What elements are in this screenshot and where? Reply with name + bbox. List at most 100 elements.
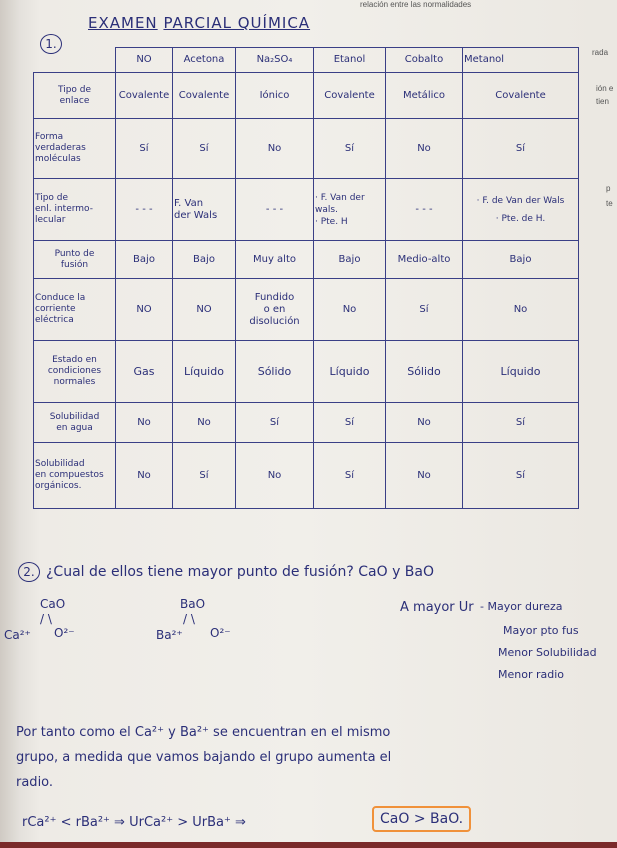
table-cell: No <box>172 402 236 443</box>
row-header: Tipo de enlace <box>33 72 116 119</box>
table-cell: Bajo <box>313 240 386 279</box>
table-cell: Iónico <box>235 72 314 119</box>
table-cell: Bajo <box>462 240 579 279</box>
question-2-number: 2. <box>18 562 40 582</box>
cao-anion: O²⁻ <box>54 626 75 640</box>
table-cell: F. Van der Wals <box>172 178 236 241</box>
table-cell: - - - <box>235 178 314 241</box>
table-cell: Sólido <box>235 340 314 403</box>
title-part1: EXAMEN <box>88 14 158 32</box>
table-row: Punto de fusión Bajo Bajo Muy alto Bajo Medi… <box>33 240 579 279</box>
table-cell: Sí <box>235 402 314 443</box>
paragraph-line: grupo, a medida que vamos bajando el gru… <box>16 750 392 765</box>
row-header: Tipo de enl. intermo- lecular <box>33 178 116 241</box>
bao-split-lines: / \ <box>183 612 195 626</box>
question-2-text: ¿Cual de ellos tiene mayor punto de fusi… <box>46 564 435 580</box>
note-item: Mayor pto fus <box>503 624 579 637</box>
column-header: Na₂SO₄ <box>235 47 314 73</box>
table-cell: Bajo <box>115 240 173 279</box>
table-cell: Sí <box>313 402 386 443</box>
note-item: Menor radio <box>498 668 565 681</box>
table-cell: Sí <box>462 118 579 179</box>
table-cell: No <box>235 442 314 509</box>
margin-fragment: te <box>606 199 613 208</box>
table-cell: No <box>115 442 173 509</box>
table-row: Tipo de enlace Covalente Covalente Iónico C… <box>33 72 579 119</box>
answer-box: CaO > BaO. <box>372 806 472 832</box>
cao-formula: CaO <box>40 597 66 611</box>
row-header: Punto de fusión <box>33 240 116 279</box>
table-cell: NO <box>115 278 173 341</box>
equation: rCa²⁺ < rBa²⁺ ⇒ UrCa²⁺ > UrBa⁺ ⇒ <box>22 815 246 830</box>
table-cell: No <box>462 278 579 341</box>
table-cell: Líquido <box>172 340 236 403</box>
table-cell: Sí <box>172 442 236 509</box>
table-cell: No <box>385 442 463 509</box>
table-cell: NO <box>172 278 236 341</box>
table-row: Solubilidad en compuestos orgánicos. No S… <box>33 442 579 509</box>
row-header: Forma verdaderas moléculas <box>33 118 116 179</box>
table-cell: Sí <box>462 402 579 443</box>
table-cell: Medio-alto <box>385 240 463 279</box>
margin-fragment: tien <box>596 97 609 106</box>
paragraph-line: radio. <box>16 775 54 790</box>
table-cell: Líquido <box>462 340 579 403</box>
table-row: Estado en condiciones normales Gas Líquid… <box>33 340 579 403</box>
table-surface-edge <box>0 842 617 848</box>
table-cell: Sí <box>313 118 386 179</box>
row-header: Estado en condiciones normales <box>33 340 116 403</box>
properties-table: NO Acetona Na₂SO₄ Etanol Cobalto Metanol… <box>33 47 579 509</box>
table-row: Solubilidad en agua No No Sí Sí No Sí <box>33 402 579 443</box>
row-header: Solubilidad en agua <box>33 402 116 443</box>
table-cell: No <box>385 402 463 443</box>
table-cell: No <box>313 278 386 341</box>
bao-anion: O²⁻ <box>210 626 231 640</box>
row-header: Conduce la corriente eléctrica <box>33 278 116 341</box>
margin-fragment: ión e <box>596 84 614 93</box>
column-header: Acetona <box>172 47 236 73</box>
table-cell: Bajo <box>172 240 236 279</box>
table-cell: Metálico <box>385 72 463 119</box>
table-cell: Fundido o en disolución <box>235 278 314 341</box>
table-cell: No <box>235 118 314 179</box>
table-cell: Covalente <box>172 72 236 119</box>
column-header: NO <box>115 47 173 73</box>
cao-cation: Ca²⁺ <box>4 628 31 642</box>
bao-cation: Ba²⁺ <box>156 628 183 642</box>
column-header: Metanol <box>462 47 579 73</box>
table-cell: Covalente <box>462 72 579 119</box>
table-cell: No <box>385 118 463 179</box>
bao-formula: BaO <box>180 597 206 611</box>
title-part2: PARCIAL QUÍMICA <box>163 14 311 32</box>
row-header: Solubilidad en compuestos orgánicos. <box>33 442 116 509</box>
table-cell: - - - <box>115 178 173 241</box>
corner-cell <box>34 48 116 73</box>
margin-fragment: p <box>606 184 611 193</box>
table-cell: Sí <box>115 118 173 179</box>
note-item: Menor Solubilidad <box>498 646 597 659</box>
note-item: - Mayor dureza <box>480 600 563 613</box>
printed-header: relación entre las normalidades <box>360 0 472 9</box>
notes-head: A mayor Ur <box>400 600 474 615</box>
table-cell: Sí <box>385 278 463 341</box>
table-cell: No <box>115 402 173 443</box>
table-cell: Gas <box>115 340 173 403</box>
table-row: Tipo de enl. intermo- lecular - - - F. Va… <box>33 178 579 241</box>
table-row: Forma verdaderas moléculas Sí Sí No Sí No Sí <box>33 118 579 179</box>
table-cell: Sólido <box>385 340 463 403</box>
table-cell: Muy alto <box>235 240 314 279</box>
margin-fragment: rada <box>592 48 609 57</box>
column-header: Cobalto <box>385 47 463 73</box>
table-cell: Sí <box>462 442 579 509</box>
table-cell: - - - <box>385 178 463 241</box>
table-cell: Covalente <box>313 72 386 119</box>
question-1-number: 1. <box>40 34 62 54</box>
table-cell: Líquido <box>313 340 386 403</box>
table-cell: · F. Van der wals. · Pte. H <box>313 178 386 241</box>
table-header-row: NO Acetona Na₂SO₄ Etanol Cobalto Metanol <box>34 47 579 73</box>
paragraph-line: Por tanto como el Ca²⁺ y Ba²⁺ se encuent… <box>16 725 391 740</box>
table-cell: Sí <box>313 442 386 509</box>
table-cell: Covalente <box>115 72 173 119</box>
column-header: Etanol <box>313 47 386 73</box>
table-cell: Sí <box>172 118 236 179</box>
